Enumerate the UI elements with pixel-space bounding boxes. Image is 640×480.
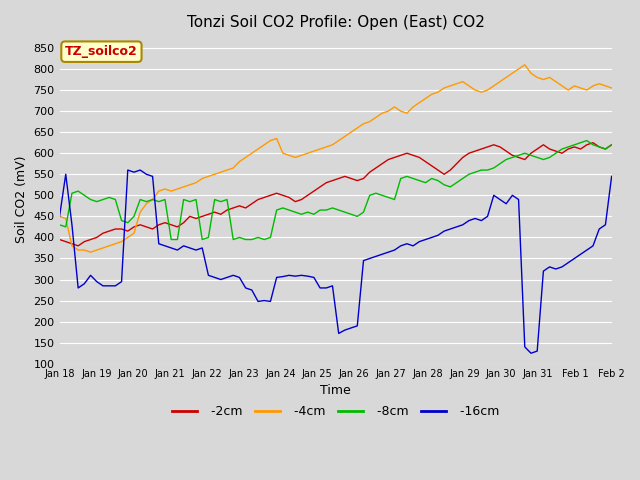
Y-axis label: Soil CO2 (mV): Soil CO2 (mV) (15, 156, 28, 243)
Title: Tonzi Soil CO2 Profile: Open (East) CO2: Tonzi Soil CO2 Profile: Open (East) CO2 (187, 15, 484, 30)
Text: TZ_soilco2: TZ_soilco2 (65, 45, 138, 58)
X-axis label: Time: Time (320, 384, 351, 397)
Legend:  -2cm,  -4cm,  -8cm,  -16cm: -2cm, -4cm, -8cm, -16cm (167, 400, 504, 423)
